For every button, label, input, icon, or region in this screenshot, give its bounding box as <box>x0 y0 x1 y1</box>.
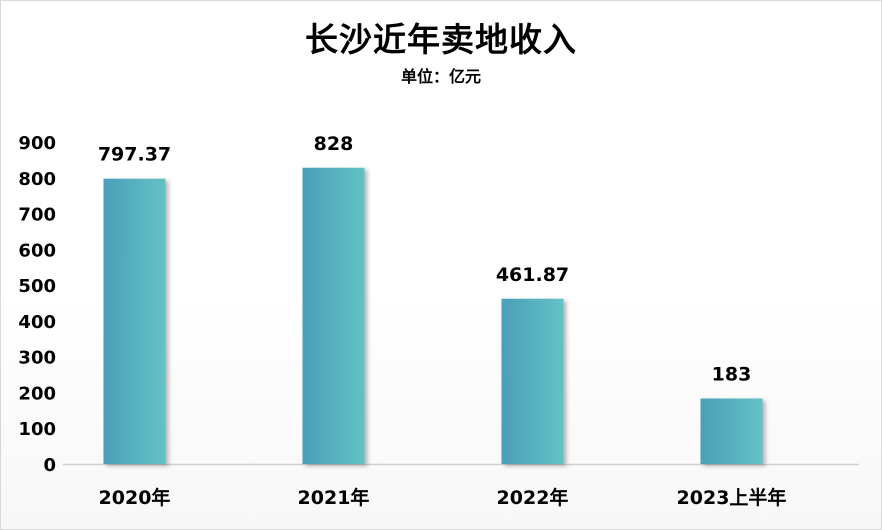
bar <box>501 298 564 464</box>
chart-title: 长沙近年卖地收入 <box>305 20 577 59</box>
x-category-label: 2022年 <box>497 486 569 509</box>
y-tick-label: 100 <box>18 419 56 440</box>
data-label: 797.37 <box>98 144 171 166</box>
bars <box>103 167 763 464</box>
y-axis: 0 100 200 300 400 500 600 700 800 900 <box>18 133 56 476</box>
y-tick-label: 400 <box>18 312 56 333</box>
data-label: 461.87 <box>496 264 569 286</box>
y-tick-label: 600 <box>18 240 56 261</box>
bar <box>302 167 365 464</box>
bar <box>103 178 166 464</box>
y-tick-label: 200 <box>18 383 56 404</box>
category-labels: 2020年 2021年 2022年 2023上半年 <box>99 486 787 509</box>
x-category-label: 2020年 <box>99 486 171 509</box>
x-category-label: 2023上半年 <box>677 486 787 509</box>
chart-subtitle: 单位：亿元 <box>400 67 481 86</box>
data-label: 828 <box>314 133 354 155</box>
y-tick-label: 500 <box>18 276 56 297</box>
y-tick-label: 300 <box>18 348 56 369</box>
y-tick-label: 700 <box>18 205 56 226</box>
data-label: 183 <box>712 364 752 386</box>
bar <box>700 398 763 464</box>
data-labels: 797.37 828 461.87 183 <box>98 133 752 386</box>
y-tick-label: 0 <box>43 455 56 476</box>
y-tick-label: 900 <box>18 133 56 154</box>
y-tick-label: 800 <box>18 169 56 190</box>
x-category-label: 2021年 <box>298 486 370 509</box>
